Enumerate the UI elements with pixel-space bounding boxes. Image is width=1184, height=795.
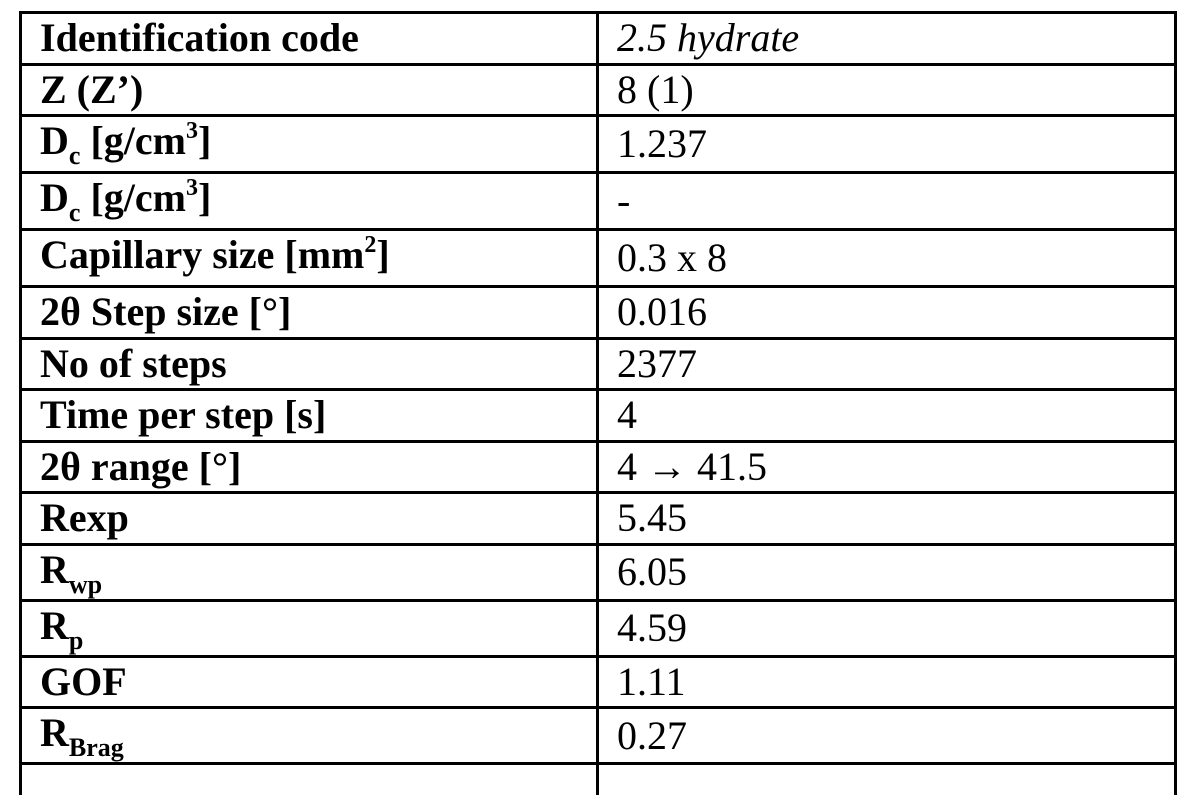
table-row: No of steps 2377	[21, 338, 1176, 390]
param-label-subscript: p	[69, 626, 83, 655]
param-value: 4	[598, 390, 1176, 442]
param-label: Rwp	[21, 544, 598, 600]
param-value: 0.3 x 8	[598, 230, 1176, 287]
param-label: Identification code	[21, 13, 598, 65]
table-row-truncated	[21, 764, 1176, 795]
param-label-empty	[21, 764, 598, 795]
table-row: RBrag 0.27	[21, 708, 1176, 764]
param-label-main: D	[40, 118, 69, 163]
param-label-subscript: c	[69, 141, 81, 170]
param-label-main: Capillary size [mm	[40, 232, 364, 277]
param-label: Dc [g/cm3]	[21, 173, 598, 230]
table-row: Capillary size [mm2] 0.3 x 8	[21, 230, 1176, 287]
param-value: 5.45	[598, 493, 1176, 545]
param-label-superscript: 3	[186, 175, 198, 201]
param-value: 0.016	[598, 287, 1176, 339]
table-row: 2θ Step size [°] 0.016	[21, 287, 1176, 339]
param-label-superscript: 3	[186, 118, 198, 144]
param-label: 2θ Step size [°]	[21, 287, 598, 339]
table-row: Rexp 5.45	[21, 493, 1176, 545]
param-label-subscript: Brag	[69, 733, 124, 762]
param-value: 4 → 41.5	[598, 441, 1176, 493]
table-row: 2θ range [°] 4 → 41.5	[21, 441, 1176, 493]
param-value: 1.237	[598, 116, 1176, 173]
table-row: Identification code 2.5 hydrate	[21, 13, 1176, 65]
param-label-superscript: 2	[364, 232, 376, 258]
table-row: Rp 4.59	[21, 600, 1176, 656]
param-value: 4.59	[598, 600, 1176, 656]
table-row: GOF 1.11	[21, 656, 1176, 708]
param-label-main: R	[40, 547, 69, 592]
param-label: Rp	[21, 600, 598, 656]
param-label-end: ]	[376, 232, 389, 277]
table-row: Z (Z’) 8 (1)	[21, 64, 1176, 116]
param-value: 2.5 hydrate	[598, 13, 1176, 65]
crystallographic-data-table: Identification code 2.5 hydrate Z (Z’) 8…	[19, 11, 1177, 795]
table-row: Dc [g/cm3] -	[21, 173, 1176, 230]
param-value: 8 (1)	[598, 64, 1176, 116]
param-label: Rexp	[21, 493, 598, 545]
table-row: Time per step [s] 4	[21, 390, 1176, 442]
param-label-end: ]	[198, 118, 211, 163]
param-label-mid: [g/cm	[80, 118, 186, 163]
param-label-end: ]	[198, 175, 211, 220]
table-row: Rwp 6.05	[21, 544, 1176, 600]
param-label-mid: [g/cm	[80, 175, 186, 220]
param-label: 2θ range [°]	[21, 441, 598, 493]
param-label-main: D	[40, 175, 69, 220]
param-label-subscript: c	[69, 198, 81, 227]
param-value: -	[598, 173, 1176, 230]
param-label: No of steps	[21, 338, 598, 390]
table-row: Dc [g/cm3] 1.237	[21, 116, 1176, 173]
param-label: RBrag	[21, 708, 598, 764]
param-label-main: R	[40, 603, 69, 648]
param-label-subscript: wp	[69, 570, 102, 599]
param-value: 0.27	[598, 708, 1176, 764]
param-label: Z (Z’)	[21, 64, 598, 116]
param-value: 6.05	[598, 544, 1176, 600]
param-label: GOF	[21, 656, 598, 708]
param-value: 1.11	[598, 656, 1176, 708]
param-label-main: R	[40, 710, 69, 755]
param-value-empty	[598, 764, 1176, 795]
param-value: 2377	[598, 338, 1176, 390]
param-label: Capillary size [mm2]	[21, 230, 598, 287]
param-label: Time per step [s]	[21, 390, 598, 442]
param-label: Dc [g/cm3]	[21, 116, 598, 173]
